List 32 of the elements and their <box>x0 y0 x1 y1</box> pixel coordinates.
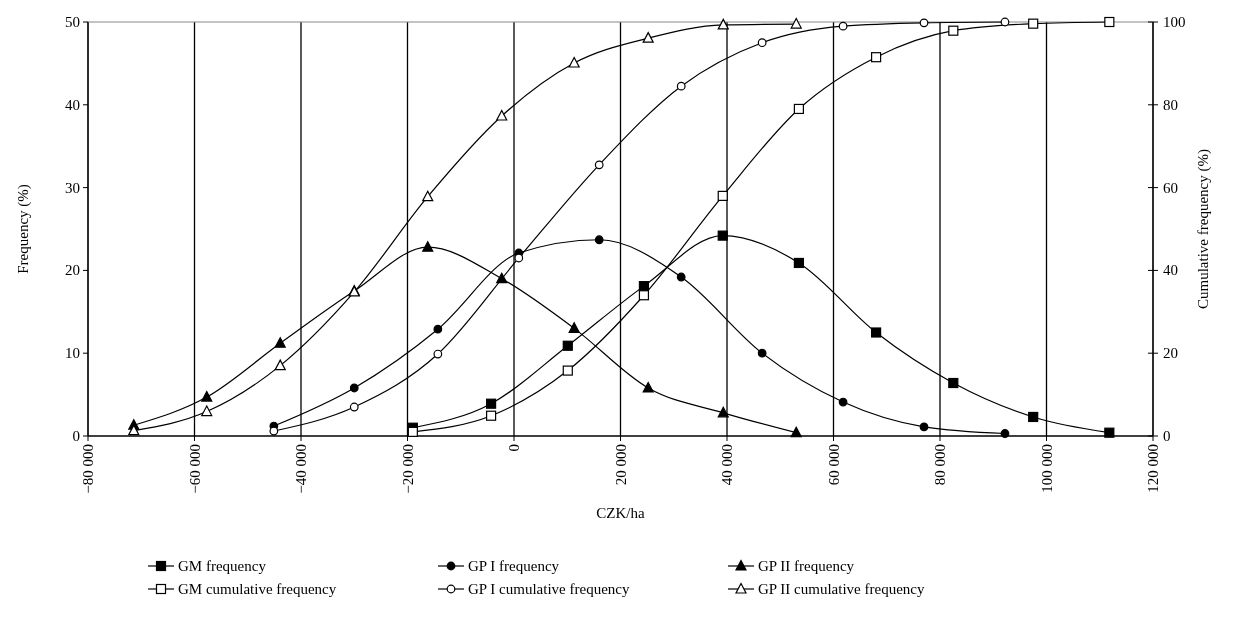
y2-tick-label: 100 <box>1163 14 1186 30</box>
x-tick-label: 120 000 <box>1145 444 1161 493</box>
y2-tick-label: 60 <box>1163 179 1178 196</box>
x-tick-label: 40 000 <box>719 444 735 486</box>
x-tick-label: 60 000 <box>825 444 842 486</box>
legend-label: GP II frequency <box>758 558 855 574</box>
y2-axis-title: Cumulative frequency (%) <box>1195 149 1212 309</box>
y-tick-label: 30 <box>65 179 80 196</box>
legend-label: GM frequency <box>178 558 267 574</box>
y-tick-label: 40 <box>65 96 80 113</box>
y2-tick-label: 0 <box>1163 428 1171 444</box>
legend-label: GP I cumulative frequency <box>468 581 630 597</box>
x-tick-label: 0 <box>506 444 522 452</box>
y2-tick-label: 40 <box>1163 262 1178 279</box>
legend-label: GP I frequency <box>468 558 560 574</box>
x-tick-label: 80 000 <box>932 444 948 486</box>
y-tick-label: 20 <box>65 262 80 279</box>
y-axis-title: Frequency (%) <box>15 184 32 274</box>
x-tick-label: −20 000 <box>399 444 416 494</box>
y-tick-label: 0 <box>72 428 80 444</box>
x-tick-label: −40 000 <box>293 444 309 494</box>
y2-tick-label: 80 <box>1163 96 1178 113</box>
y-tick-label: 10 <box>65 345 80 362</box>
x-tick-label: −80 000 <box>80 444 96 494</box>
x-axis-title: CZK/ha <box>596 505 645 521</box>
x-tick-label: 20 000 <box>612 444 629 486</box>
y2-tick-label: 20 <box>1163 345 1178 362</box>
x-tick-label: 100 000 <box>1038 444 1055 493</box>
y-tick-label: 50 <box>65 14 80 30</box>
legend-label: GP II cumulative frequency <box>758 581 925 597</box>
x-tick-label: −60 000 <box>186 444 203 494</box>
legend-label: GM cumulative frequency <box>178 581 337 597</box>
